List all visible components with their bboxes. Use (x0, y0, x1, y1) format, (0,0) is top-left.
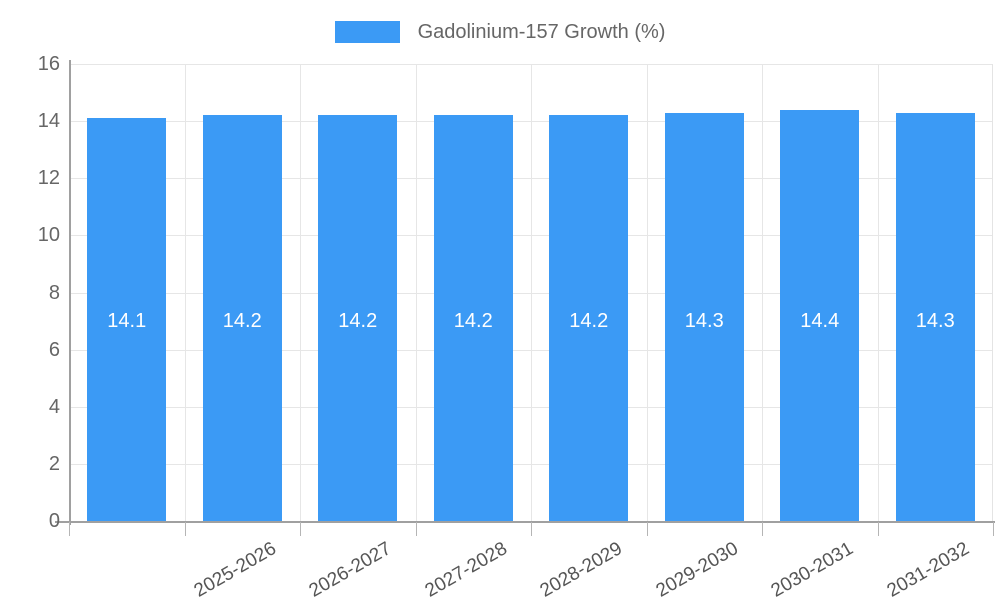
y-axis-tick-label: 10 (37, 224, 60, 247)
x-axis-tick-label: 2030-2031 (767, 538, 858, 602)
legend-item-gadolinium-157-growth[interactable]: Gadolinium-157 Growth (%) (334, 21, 666, 43)
bar[interactable] (87, 118, 167, 521)
gridline-vertical (184, 64, 186, 522)
bar[interactable] (549, 115, 629, 521)
gridline-horizontal (69, 121, 992, 123)
y-axis-tick-label: 0 (48, 510, 60, 532)
bar-value-label: 14.1 (107, 310, 147, 333)
bar-value-label: 14.4 (800, 310, 840, 333)
x-axis-tick-label: 2028-2029 (536, 538, 627, 602)
plot-area (69, 64, 993, 522)
legend-label: Gadolinium-157 Growth (%) (417, 21, 666, 43)
y-axis-tick-label: 12 (37, 167, 60, 190)
x-axis-tick-mark (300, 522, 301, 536)
gridline-horizontal (69, 406, 992, 408)
gridline-vertical (531, 64, 532, 522)
bar-value-label: 14.2 (222, 310, 262, 333)
bar[interactable] (780, 109, 860, 521)
x-axis-tick-label: 2031-2032 (883, 538, 973, 602)
bar-value-label: 14.3 (915, 310, 955, 333)
bar[interactable] (433, 115, 513, 521)
gridline-horizontal (69, 349, 992, 351)
legend-swatch-icon (334, 21, 400, 43)
bar-value-label: 14.2 (453, 310, 493, 333)
y-axis-line (69, 60, 71, 525)
y-axis-tick-label: 8 (48, 281, 60, 304)
gridline-vertical (877, 64, 879, 522)
gridline-horizontal (69, 292, 992, 294)
y-axis-tick-labels: 0 2 4 6 8 10 12 14 16 (0, 0, 60, 600)
gridline-vertical (646, 64, 648, 522)
x-axis-tick-mark (646, 522, 648, 536)
gridline-horizontal (69, 64, 992, 65)
x-axis-tick-label: 2025-2026 (190, 538, 280, 602)
bar-value-label: 14.2 (569, 310, 609, 333)
chart-legend: Gadolinium-157 Growth (%) (0, 16, 1000, 48)
bar[interactable] (318, 115, 398, 521)
x-axis-tick-mark (69, 522, 70, 536)
y-axis-tick-label: 6 (48, 338, 60, 361)
gridline-horizontal (69, 178, 992, 180)
x-axis-tick-mark (184, 522, 186, 536)
x-axis-tick-label: 2026-2027 (305, 538, 396, 602)
y-axis-tick-label: 4 (48, 395, 60, 418)
x-axis-line (55, 521, 995, 523)
bar-value-label: 14.2 (338, 310, 378, 333)
gridline-vertical (762, 64, 763, 522)
x-axis-tick-mark (877, 522, 879, 536)
bar[interactable] (895, 112, 975, 521)
bar[interactable] (664, 112, 744, 521)
gridline-vertical (415, 64, 417, 522)
x-axis-tick-mark (415, 522, 417, 536)
x-axis-tick-label: 2027-2028 (421, 538, 511, 602)
y-axis-tick-label: 2 (48, 452, 60, 475)
gridline-horizontal (69, 463, 992, 465)
x-axis-tick-mark (762, 522, 763, 536)
x-axis-tick-mark (993, 522, 994, 536)
x-axis-tick-label: 2029-2030 (652, 538, 742, 602)
gridline-vertical (300, 64, 301, 522)
gridline-horizontal (69, 235, 992, 237)
y-axis-tick-label: 14 (37, 110, 60, 133)
bar[interactable] (202, 115, 282, 521)
bar-value-label: 14.3 (684, 310, 724, 333)
x-axis-tick-mark (531, 522, 532, 536)
y-axis-tick-label: 16 (37, 53, 60, 75)
